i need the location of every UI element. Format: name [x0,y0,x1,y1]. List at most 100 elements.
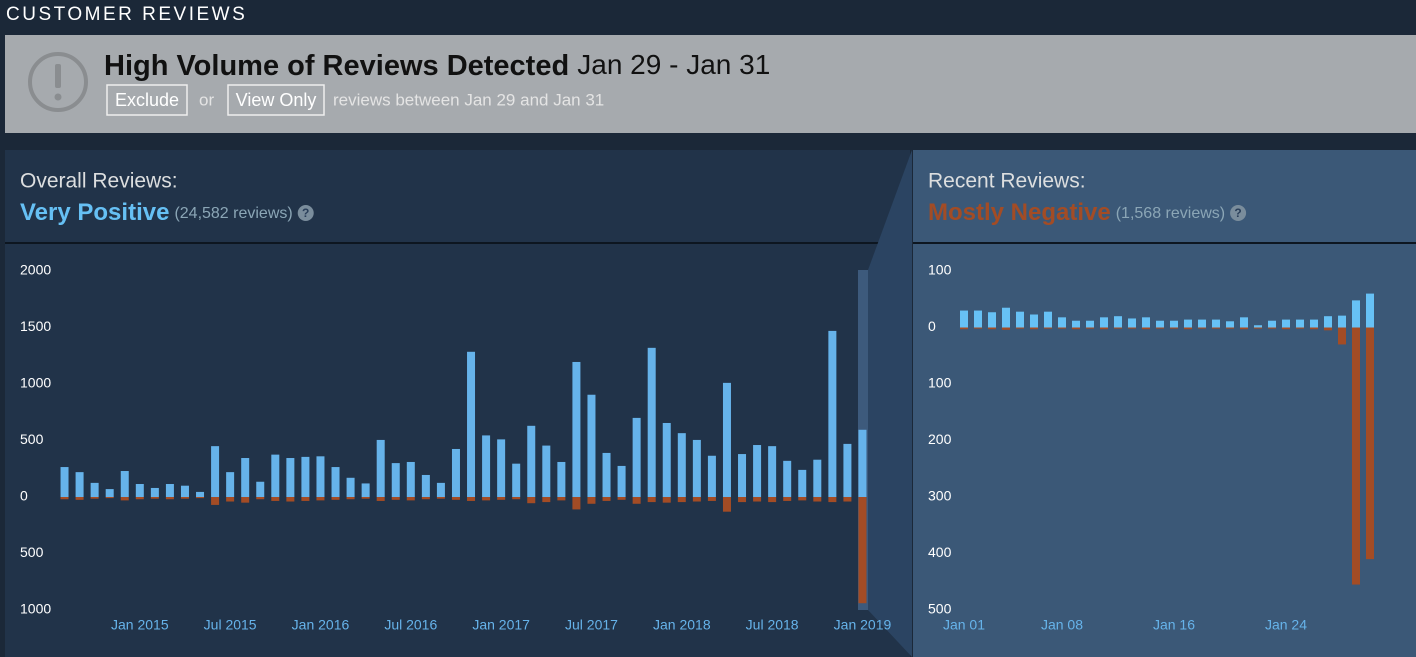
bar [361,483,370,497]
bar [1212,327,1220,329]
bar [1310,327,1318,330]
bar [647,497,656,503]
bar [1352,300,1360,328]
bar [738,454,747,497]
divider [5,242,910,244]
exclude-label[interactable]: Exclude [115,90,179,110]
y-tick-label: 200 [928,431,952,447]
bar [828,497,837,503]
bar [692,497,701,502]
bar [527,497,536,504]
bar [90,497,99,499]
section-title: CUSTOMER REVIEWS [6,4,247,25]
bar [1156,327,1164,329]
icon-bar [55,64,61,88]
x-tick-label: Jan 2017 [472,617,530,633]
y-tick-label: 500 [928,601,952,617]
bar [226,472,235,497]
bar [60,497,69,500]
bar [843,497,852,502]
bar [707,455,716,497]
bar [241,458,250,497]
bar [632,497,641,504]
bar [271,454,280,497]
alert-title: High Volume of Reviews Detected [104,50,569,82]
bar [974,310,982,328]
bar [1170,327,1178,329]
bar [858,429,867,497]
bar [421,474,430,497]
bar [196,491,205,497]
bar [376,439,385,497]
alert-heading: High Volume of Reviews Detected Jan 29 -… [104,49,770,81]
bar [798,469,807,497]
bar [361,497,370,499]
bar [1072,327,1080,330]
help-mark: ? [302,206,309,220]
bar [1254,327,1262,329]
bar [1198,319,1206,328]
bar [1030,314,1038,328]
bar [1114,316,1122,328]
bar [1044,327,1052,329]
bar [271,497,280,501]
bar [1254,325,1262,328]
bar [960,327,968,330]
bar [587,394,596,497]
bar [286,497,295,502]
bar [527,425,536,497]
x-tick-label: Jan 16 [1153,617,1195,633]
bar [1296,327,1304,329]
alert-icon [28,52,88,112]
help-mark: ? [1234,206,1241,220]
bar [1114,327,1122,329]
bar [1044,311,1052,328]
bar [180,485,189,497]
x-tick-label: Jan 08 [1041,617,1083,633]
bar [587,497,596,504]
y-tick-label: 1000 [20,375,51,391]
bar [602,452,611,497]
bar [346,497,355,500]
bar [1296,319,1304,328]
alert-description: reviews between Jan 29 and Jan 31 [333,90,604,109]
bar [1128,318,1136,328]
bar [150,487,159,497]
bar [1198,327,1206,329]
x-tick-label: Jan 2016 [292,617,350,633]
bar [482,435,491,497]
bar [738,497,747,503]
bar [497,439,506,497]
bar [1324,327,1332,331]
bar [256,481,265,497]
bar [1030,327,1038,330]
x-tick-label: Jan 24 [1265,617,1307,633]
bar [1072,320,1080,328]
bar [482,497,491,501]
y-tick-label: 500 [20,544,44,560]
bar [617,465,626,497]
exclude-button[interactable] [106,84,188,116]
bar [662,422,671,497]
review-count: (24,582 reviews) [174,205,292,222]
view-only-button[interactable] [227,84,325,116]
bar [753,445,762,497]
bar [1016,327,1024,329]
y-tick-label: 0 [20,488,28,504]
bar [226,497,235,502]
review-count: (1,568 reviews) [1116,205,1225,222]
bar [677,433,686,497]
view-only-label[interactable]: View Only [236,90,317,110]
bar [406,461,415,497]
bar [105,497,114,499]
panel-title: Overall Reviews: [20,170,178,193]
bar [421,497,430,500]
x-tick-label: Jan 2015 [111,617,169,633]
bar [301,456,310,497]
bar [813,497,822,502]
bar [1184,327,1192,330]
bar [1142,317,1150,328]
bar [813,459,822,497]
x-tick-label: Jul 2015 [204,617,257,633]
